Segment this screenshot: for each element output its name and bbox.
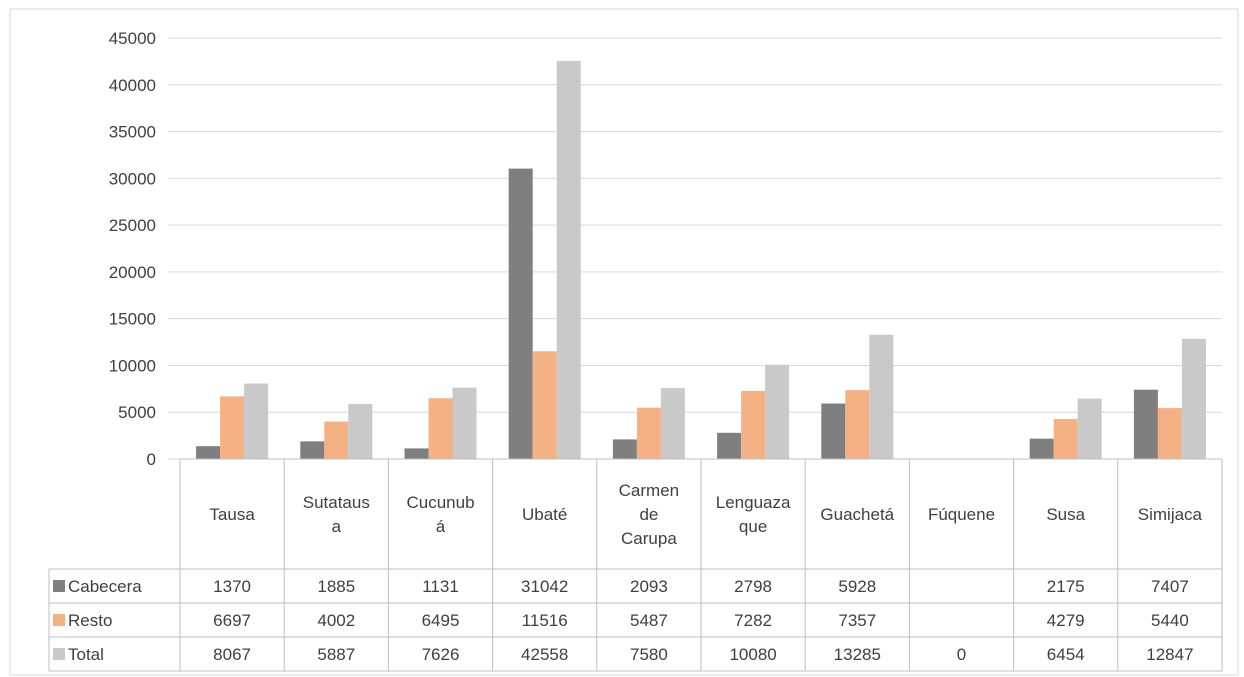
table-cell-value: 5487 [630,611,668,630]
table-cell-value: 6495 [422,611,460,630]
table-cell-value: 7282 [734,611,772,630]
x-tick-label: Simijaca [1138,505,1203,524]
y-tick-label: 15000 [109,310,156,329]
bar-total [765,364,790,459]
bar-resto [220,396,245,459]
bar-total [660,388,685,459]
bar-total [244,383,269,459]
x-tick-label: Guachetá [820,505,894,524]
table-cell-value: 2798 [734,577,772,596]
bar-resto [636,407,661,459]
bar-total [556,60,581,460]
table-cell-value: 2175 [1047,577,1085,596]
legend-label: Cabecera [68,577,142,596]
table-cell-value: 31042 [521,577,568,596]
x-tick-label: Susa [1046,505,1085,524]
bar-cabecera [404,448,429,459]
table-cell-value: 6454 [1047,645,1085,664]
bars [196,60,1206,460]
legend-key-resto [53,614,65,626]
table-cell-value: 13285 [834,645,881,664]
bar-cabecera [717,432,742,459]
y-tick-label: 30000 [109,169,156,188]
table-cell-value: 8067 [213,645,251,664]
y-axis: 0 5000 10000 15000 20000 25000 30000 35000 40000… [109,29,156,469]
bar-resto [532,351,557,459]
y-tick-label: 35000 [109,123,156,142]
table-cell-value: 1370 [213,577,251,596]
legend-key-total [53,648,65,660]
bar-cabecera [300,441,325,459]
table-cell-value: 7626 [422,645,460,664]
legend-label: Total [68,645,104,664]
x-tick-label: Carmen de Carupa [619,481,679,548]
bar-resto [324,421,349,459]
bar-resto [1053,418,1078,459]
bar-cabecera [1133,389,1158,459]
table-cell-value: 7407 [1151,577,1189,596]
bar-resto [741,390,766,459]
bar-cabecera [821,403,846,459]
table-cell-value: 7580 [630,645,668,664]
bar-resto [1157,408,1182,459]
bar-total [452,387,477,459]
table-cell-value: 11516 [522,611,568,630]
x-tick-label: Lenguaza que [716,493,791,536]
y-tick-label: 5000 [118,403,156,422]
x-tick-label: Cucunub á [406,493,474,536]
gridlines [168,37,1222,460]
table-cell-value: 42558 [521,645,568,664]
y-tick-label: 20000 [109,263,156,282]
x-tick-label: Tausa [209,505,255,524]
y-tick-label: 45000 [109,29,156,48]
table-cell-value: 4279 [1047,611,1085,630]
table-cell-value: 7357 [838,611,876,630]
y-tick-label: 40000 [109,76,156,95]
y-tick-label: 10000 [109,356,156,375]
x-tick-label: Ubaté [522,505,567,524]
bar-total [1181,338,1206,459]
table-cell-value: 6697 [213,611,251,630]
table-cell-value: 10080 [729,645,776,664]
table-cell-value: 4002 [317,611,355,630]
bar-cabecera [196,446,221,459]
y-tick-label: 25000 [109,216,156,235]
table-cell-value: 5440 [1151,611,1189,630]
x-tick-label: Fúquene [928,505,995,524]
legend-key-cabecera [53,580,65,592]
y-tick-label: 0 [147,450,156,469]
bar-resto [428,398,453,459]
bar-total [869,334,894,459]
bar-total [1077,398,1102,459]
bar-cabecera [1029,438,1054,459]
table-cell-value: 5887 [317,645,355,664]
chart-border [9,8,1239,676]
bar-resto [845,390,870,459]
table-cell-value: 0 [957,645,966,664]
table-cell-value: 2093 [630,577,668,596]
bar-cabecera [508,168,533,459]
x-tick-label: Sutataus a [303,493,370,536]
table-cell-value: 1131 [422,577,459,596]
legend-label: Resto [68,611,112,630]
bar-total [348,403,373,459]
table-cell-value: 1885 [317,577,355,596]
bar-cabecera [612,439,637,459]
data-table: Tausa Sutataus a Cucunub á Ubaté Carmen de Carup… [48,458,1223,672]
table-cell-value: 12847 [1146,645,1193,664]
table-cell-value: 5928 [838,577,876,596]
